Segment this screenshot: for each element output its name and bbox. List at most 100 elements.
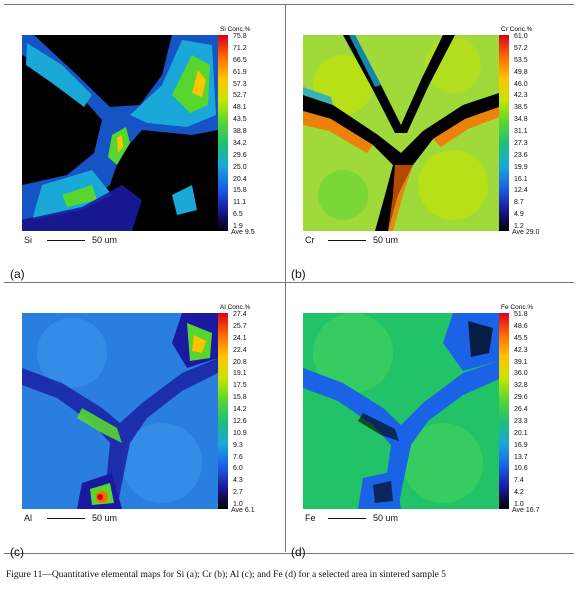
colorbar-tick-label: 12.4 bbox=[514, 187, 528, 195]
element-label: Al bbox=[24, 513, 33, 523]
colorbar-tick-label: 36.0 bbox=[514, 370, 528, 378]
colorbar-tick-label: 53.5 bbox=[514, 56, 528, 64]
colorbar-tick-label: 22.4 bbox=[233, 346, 247, 354]
colorbar-tick-label: 9.3 bbox=[233, 441, 243, 449]
colorbar-tick-label: 26.4 bbox=[514, 406, 528, 413]
colorbar-tick-label: 15.8 bbox=[233, 187, 247, 195]
scale-bar-label: 50 um bbox=[92, 235, 118, 245]
colorbar-tick-label: 15.8 bbox=[233, 394, 247, 402]
colorbar-tick-label: 11.1 bbox=[233, 199, 247, 207]
colorbar-tick-label: 20.1 bbox=[514, 429, 528, 437]
average-concentration: Ave 9.5 bbox=[231, 229, 255, 236]
colorbar-tick-label: 29.6 bbox=[514, 394, 528, 402]
panel-cr-map: Cr Conc.% 61.0 57.2 53.5 49.8 46.0 42.3 38.5 34… bbox=[286, 5, 546, 281]
colorbar-tick-label: 4.2 bbox=[514, 489, 524, 497]
colorbar-tick-label: 16.9 bbox=[514, 441, 528, 449]
colorbar-tick-label: 2.7 bbox=[233, 489, 243, 497]
scale-bar bbox=[328, 518, 366, 519]
element-label: Si bbox=[24, 235, 33, 245]
colorbar-tick-label: 1.0 bbox=[514, 501, 524, 508]
colorbar-tick-label: 19.9 bbox=[514, 163, 528, 171]
figure-caption: Figure 11—Quantitative elemental maps fo… bbox=[6, 570, 446, 580]
panel-fe-map: Fe Conc.% 51.8 48.6 45.5 42.3 39.1 36.0 32.8 29… bbox=[286, 283, 546, 559]
colorbar-tick-label: 42.3 bbox=[514, 346, 528, 354]
colorbar-tick-label: 57.3 bbox=[233, 80, 247, 88]
colorbar bbox=[218, 35, 228, 231]
colorbar-tick-label: 43.5 bbox=[233, 116, 247, 124]
colorbar-tick-label: 42.3 bbox=[514, 92, 528, 100]
scale-bar bbox=[47, 518, 85, 519]
panel-label: (d) bbox=[291, 545, 306, 559]
panel-label: (c) bbox=[10, 545, 24, 559]
panel-label: (b) bbox=[291, 267, 306, 281]
average-concentration: Ave 29.0 bbox=[512, 229, 540, 236]
colorbar-tick-label: 71.2 bbox=[233, 44, 247, 52]
colorbar-tick-label: 38.5 bbox=[514, 104, 528, 112]
colorbar-tick-label: 4.3 bbox=[233, 477, 243, 485]
figure-grid bbox=[4, 4, 574, 554]
grid-divider-horizontal bbox=[4, 282, 574, 283]
colorbar-tick-label: 34.8 bbox=[514, 116, 528, 124]
colorbar-tick-label: 8.7 bbox=[514, 199, 524, 207]
panel-al-map: Al Conc.% 27.4 25.7 24.1 22.4 20.8 19.1 17.5 15… bbox=[5, 283, 265, 559]
colorbar-tick-label: 1.2 bbox=[514, 223, 524, 230]
scale-bar bbox=[328, 240, 366, 241]
fe-concentration-map bbox=[303, 313, 499, 509]
colorbar-tick-label: 6.0 bbox=[233, 465, 243, 473]
colorbar-tick-label: 25.7 bbox=[233, 322, 247, 330]
colorbar-tick-label: 1.0 bbox=[233, 501, 243, 508]
scale-bar-label: 50 um bbox=[92, 513, 118, 523]
colorbar-tick-label: 19.1 bbox=[233, 370, 247, 378]
colorbar-tick-label: 66.5 bbox=[233, 56, 247, 64]
scale-bar bbox=[47, 240, 85, 241]
colorbar-tick-label: 49.8 bbox=[514, 68, 528, 76]
colorbar-tick-label: 51.8 bbox=[514, 311, 528, 318]
colorbar-tick-label: 6.5 bbox=[233, 211, 243, 219]
colorbar-tick-label: 32.8 bbox=[514, 382, 528, 390]
average-concentration: Ave 6.1 bbox=[231, 507, 255, 514]
colorbar-tick-label: 75.8 bbox=[233, 33, 247, 40]
cr-concentration-map bbox=[303, 35, 499, 231]
colorbar-tick-label: 10.6 bbox=[514, 465, 528, 473]
colorbar-tick-label: 10.9 bbox=[233, 429, 247, 437]
colorbar-tick-label: 12.6 bbox=[233, 417, 247, 425]
colorbar-tick-label: 13.7 bbox=[514, 453, 528, 461]
scale-bar-label: 50 um bbox=[373, 235, 399, 245]
colorbar-tick-label: 29.6 bbox=[233, 151, 247, 159]
si-concentration-map bbox=[22, 35, 218, 231]
colorbar-tick-label: 61.9 bbox=[233, 68, 247, 76]
colorbar-tick-label: 34.2 bbox=[233, 139, 247, 147]
colorbar-tick-label: 24.1 bbox=[233, 334, 247, 342]
colorbar-tick-label: 23.3 bbox=[514, 417, 528, 425]
colorbar-tick-label: 1.9 bbox=[233, 223, 243, 230]
colorbar-tick-label: 48.1 bbox=[233, 104, 247, 112]
colorbar-title: Si Conc.% bbox=[220, 26, 251, 33]
element-label: Fe bbox=[305, 513, 316, 523]
colorbar-tick-label: 38.8 bbox=[233, 128, 247, 135]
al-concentration-map bbox=[22, 313, 218, 509]
colorbar bbox=[218, 313, 228, 509]
colorbar-tick-label: 27.4 bbox=[233, 311, 247, 318]
colorbar-tick-label: 45.5 bbox=[514, 334, 528, 342]
element-label: Cr bbox=[305, 235, 315, 245]
colorbar-tick-label: 4.9 bbox=[514, 211, 524, 219]
colorbar-tick-label: 27.3 bbox=[514, 139, 528, 147]
colorbar-tick-label: 16.1 bbox=[514, 175, 528, 183]
average-concentration: Ave 16.7 bbox=[512, 507, 540, 514]
colorbar-tick-label: 57.2 bbox=[514, 44, 528, 52]
colorbar-tick-label: 46.0 bbox=[514, 80, 528, 88]
colorbar bbox=[499, 313, 509, 509]
colorbar-tick-label: 52.7 bbox=[233, 92, 247, 100]
panel-si-map: Si Conc.% 75.8 71.2 66.5 61.9 57.3 52.7 48.1 43… bbox=[5, 5, 265, 281]
colorbar-tick-label: 7.4 bbox=[514, 477, 524, 485]
panel-label: (a) bbox=[10, 267, 25, 281]
grid-divider-vertical bbox=[285, 4, 286, 552]
colorbar-tick-label: 23.6 bbox=[514, 151, 528, 159]
colorbar bbox=[499, 35, 509, 231]
colorbar-tick-label: 7.6 bbox=[233, 453, 243, 461]
colorbar-tick-label: 48.6 bbox=[514, 322, 528, 330]
colorbar-tick-label: 61.0 bbox=[514, 33, 528, 40]
colorbar-title: Fe Conc.% bbox=[501, 304, 534, 311]
colorbar-tick-label: 39.1 bbox=[514, 358, 528, 366]
scale-bar-label: 50 um bbox=[373, 513, 399, 523]
